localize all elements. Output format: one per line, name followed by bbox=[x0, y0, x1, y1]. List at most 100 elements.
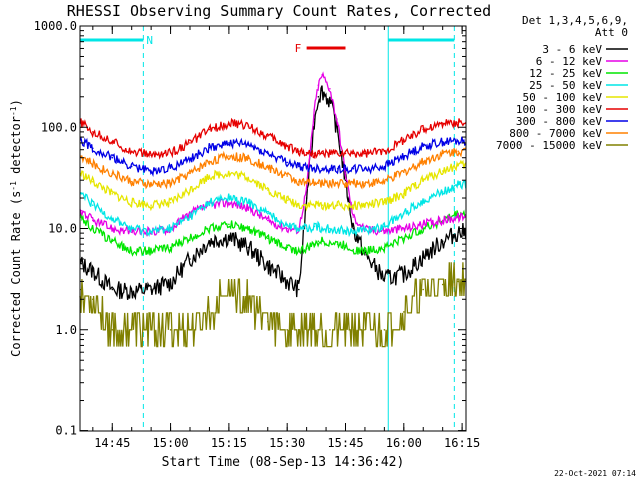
data-point bbox=[352, 182, 355, 184]
data-point bbox=[403, 212, 405, 215]
data-point bbox=[169, 227, 172, 230]
data-point bbox=[364, 204, 366, 206]
data-point bbox=[80, 172, 82, 175]
data-point bbox=[441, 191, 444, 193]
data-point bbox=[111, 172, 114, 175]
data-point bbox=[111, 217, 114, 220]
data-point bbox=[150, 250, 152, 252]
flag-label: N bbox=[146, 34, 153, 47]
series-group bbox=[79, 180, 467, 238]
data-point bbox=[267, 219, 269, 222]
data-point bbox=[305, 166, 308, 169]
data-point bbox=[80, 139, 82, 141]
series-line bbox=[79, 147, 466, 190]
data-point bbox=[298, 227, 300, 230]
series-line bbox=[79, 209, 467, 257]
data-point bbox=[150, 170, 152, 172]
data-point bbox=[247, 144, 250, 146]
data-point bbox=[267, 264, 269, 267]
data-point bbox=[169, 282, 172, 284]
y-tick-label: 100.0 bbox=[41, 120, 77, 134]
data-point bbox=[313, 329, 316, 331]
data-point bbox=[286, 175, 289, 177]
x-tick-label: 16:15 bbox=[444, 436, 480, 450]
data-point bbox=[111, 288, 114, 291]
data-point bbox=[189, 237, 191, 240]
data-point bbox=[313, 152, 316, 155]
series-line bbox=[79, 85, 467, 301]
legend-header-attenuator: Att 0 bbox=[595, 26, 628, 39]
data-point bbox=[441, 283, 444, 286]
data-point bbox=[305, 329, 308, 331]
y-tick-label: 10.0 bbox=[48, 222, 77, 236]
data-point bbox=[441, 170, 444, 172]
data-point bbox=[403, 227, 405, 230]
data-point bbox=[267, 135, 269, 137]
x-tick-label: 15:15 bbox=[211, 436, 247, 450]
data-point bbox=[313, 243, 316, 245]
data-point bbox=[92, 163, 94, 166]
data-point bbox=[403, 155, 405, 157]
data-point bbox=[329, 167, 331, 170]
data-point bbox=[383, 225, 386, 228]
data-point bbox=[208, 201, 211, 204]
data-point bbox=[92, 270, 94, 272]
data-point bbox=[313, 182, 316, 184]
data-point bbox=[364, 152, 366, 155]
data-point bbox=[305, 187, 308, 189]
data-point bbox=[403, 273, 405, 276]
legend-entry-label: 100 - 300 keV bbox=[516, 103, 602, 116]
series-line bbox=[79, 117, 467, 160]
data-point bbox=[313, 108, 316, 111]
legend-entry-label: 6 - 12 keV bbox=[536, 55, 603, 68]
data-point bbox=[130, 329, 133, 331]
data-point bbox=[150, 184, 152, 186]
data-point bbox=[228, 223, 230, 226]
data-point bbox=[208, 227, 211, 230]
data-point bbox=[169, 329, 172, 331]
data-point bbox=[364, 254, 366, 256]
data-point bbox=[298, 180, 300, 183]
data-point bbox=[317, 225, 320, 228]
data-point bbox=[422, 145, 425, 147]
data-point bbox=[80, 193, 82, 195]
data-point bbox=[383, 230, 386, 232]
data-point bbox=[422, 160, 425, 163]
data-point bbox=[313, 204, 316, 206]
data-point bbox=[298, 165, 300, 168]
data-point bbox=[130, 250, 133, 252]
data-point bbox=[111, 240, 114, 242]
data-point bbox=[208, 146, 211, 149]
data-point bbox=[336, 243, 339, 245]
data-point bbox=[189, 216, 191, 218]
data-point bbox=[403, 139, 405, 141]
data-point bbox=[352, 248, 355, 251]
data-point bbox=[344, 204, 347, 206]
data-point bbox=[208, 160, 211, 163]
data-point bbox=[267, 212, 269, 215]
data-point bbox=[383, 165, 386, 168]
data-point bbox=[336, 152, 339, 155]
data-point bbox=[305, 197, 308, 199]
data-point bbox=[344, 152, 347, 155]
data-point bbox=[286, 199, 289, 202]
data-point bbox=[344, 329, 347, 331]
data-point bbox=[317, 182, 320, 184]
data-point bbox=[286, 161, 289, 164]
data-point bbox=[329, 204, 331, 206]
data-point bbox=[329, 152, 331, 155]
data-point bbox=[422, 128, 425, 131]
data-point bbox=[228, 288, 230, 291]
data-point bbox=[92, 147, 94, 150]
data-point bbox=[286, 227, 289, 230]
footer-date: 22-Oct-2021 07:14 bbox=[554, 469, 636, 478]
data-point bbox=[352, 152, 355, 155]
data-point bbox=[329, 182, 331, 184]
series-group bbox=[79, 85, 467, 301]
data-point bbox=[130, 165, 133, 168]
data-point bbox=[441, 240, 444, 242]
data-point bbox=[80, 122, 82, 124]
y-axis: 0.1 1.0 10.0 100.0 1000.0 bbox=[34, 19, 466, 438]
data-point bbox=[286, 223, 289, 226]
